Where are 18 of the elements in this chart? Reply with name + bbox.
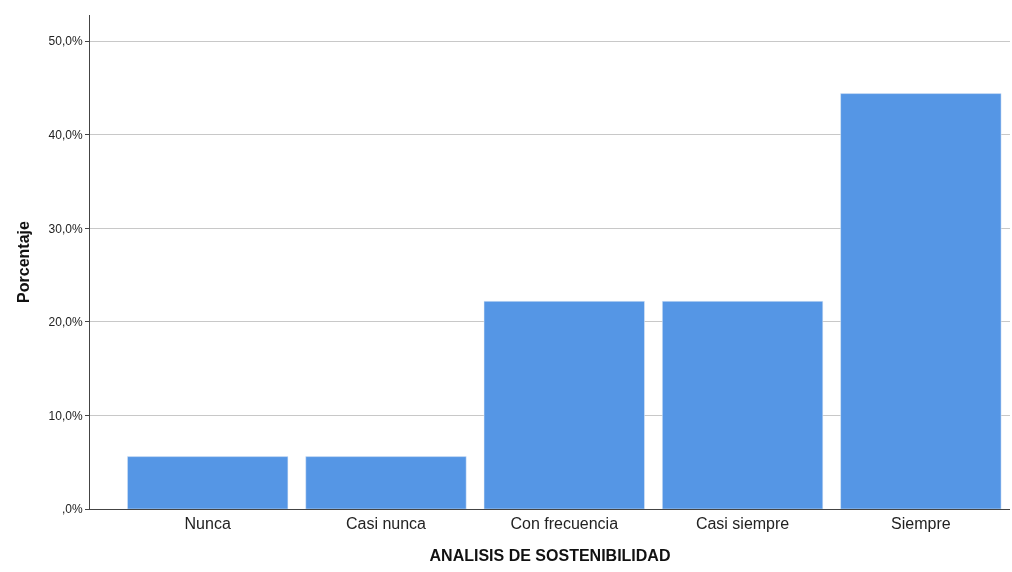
bar [305,456,467,509]
bar [127,456,289,509]
y-tick-label: 50,0% [48,34,83,49]
x-tick-label: Nunca [184,515,231,533]
y-tick-label: 30,0% [48,221,83,236]
x-tick-label: Casi nunca [345,515,427,533]
y-tick-label: ,0% [61,502,83,517]
y-axis-title: Porcentaje [15,220,33,303]
x-tick-label: Casi siempre [695,515,790,533]
y-tick-label: 20,0% [48,315,83,330]
y-tick-label: 40,0% [48,127,83,142]
bar [662,301,824,509]
bar [840,93,1002,509]
bar [483,301,645,509]
y-tick-label: 10,0% [48,408,83,423]
x-tick-label: Siempre [891,515,951,533]
x-tick-label: Con frecuencia [510,515,619,533]
x-axis-title: ANALISIS DE SOSTENIBILIDAD [429,546,671,564]
